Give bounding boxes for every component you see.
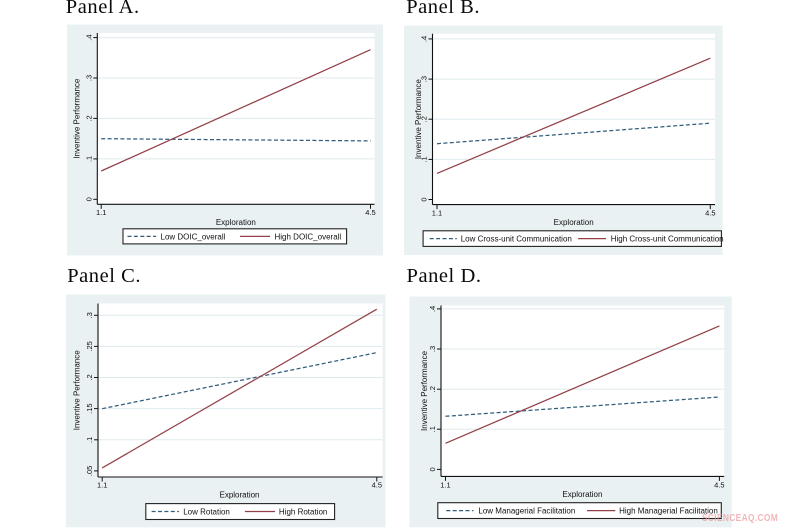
svg-text:.1: .1: [428, 426, 437, 432]
svg-text:.4: .4: [428, 306, 437, 312]
svg-text:4.5: 4.5: [372, 481, 382, 490]
svg-text:Inventive Performance: Inventive Performance: [420, 350, 429, 431]
svg-text:.05: .05: [85, 466, 94, 476]
svg-text:.2: .2: [420, 116, 429, 122]
svg-text:4.5: 4.5: [365, 208, 375, 217]
svg-text:.2: .2: [84, 115, 93, 121]
svg-text:1.1: 1.1: [96, 208, 106, 217]
svg-text:.2: .2: [428, 386, 437, 392]
svg-text:Exploration: Exploration: [562, 490, 602, 499]
svg-text:.3: .3: [85, 312, 94, 318]
svg-text:Inventive Performance: Inventive Performance: [72, 350, 81, 431]
svg-text:Exploration: Exploration: [219, 490, 259, 499]
svg-text:.4: .4: [420, 36, 429, 42]
svg-text:High Managerial Facilitation: High Managerial Facilitation: [619, 507, 718, 516]
svg-text:Exploration: Exploration: [216, 218, 256, 227]
svg-text:.1: .1: [420, 156, 429, 162]
svg-text:4.5: 4.5: [714, 481, 724, 490]
svg-text:Inventive Performance: Inventive Performance: [414, 79, 423, 160]
svg-text:Low Rotation: Low Rotation: [183, 507, 230, 516]
svg-text:.1: .1: [85, 437, 94, 443]
svg-text:.3: .3: [84, 75, 93, 81]
svg-text:0: 0: [428, 467, 437, 471]
svg-text:.4: .4: [84, 34, 93, 40]
svg-text:High Cross-unit Communication: High Cross-unit Communication: [611, 235, 724, 244]
svg-text:0: 0: [84, 197, 93, 201]
svg-text:1.1: 1.1: [440, 481, 450, 490]
svg-text:.25: .25: [85, 341, 94, 351]
svg-text:.15: .15: [85, 403, 94, 413]
svg-text:1.1: 1.1: [97, 481, 107, 490]
svg-text:.2: .2: [85, 374, 94, 380]
svg-text:Low Managerial Facilitation: Low Managerial Facilitation: [478, 507, 575, 516]
svg-text:High Rotation: High Rotation: [279, 507, 327, 516]
svg-text:.1: .1: [84, 156, 93, 162]
svg-text:0: 0: [420, 197, 429, 201]
svg-text:.3: .3: [420, 76, 429, 82]
svg-text:.3: .3: [428, 346, 437, 352]
svg-text:4.5: 4.5: [705, 208, 715, 217]
svg-text:Low Cross-unit Communication: Low Cross-unit Communication: [461, 235, 572, 244]
svg-text:Inventive Performance: Inventive Performance: [72, 78, 81, 159]
svg-text:1.1: 1.1: [432, 208, 442, 217]
svg-text:Exploration: Exploration: [554, 218, 594, 227]
svg-text:High DOIC_overall: High DOIC_overall: [275, 232, 342, 241]
svg-text:Low DOIC_overall: Low DOIC_overall: [161, 232, 226, 241]
